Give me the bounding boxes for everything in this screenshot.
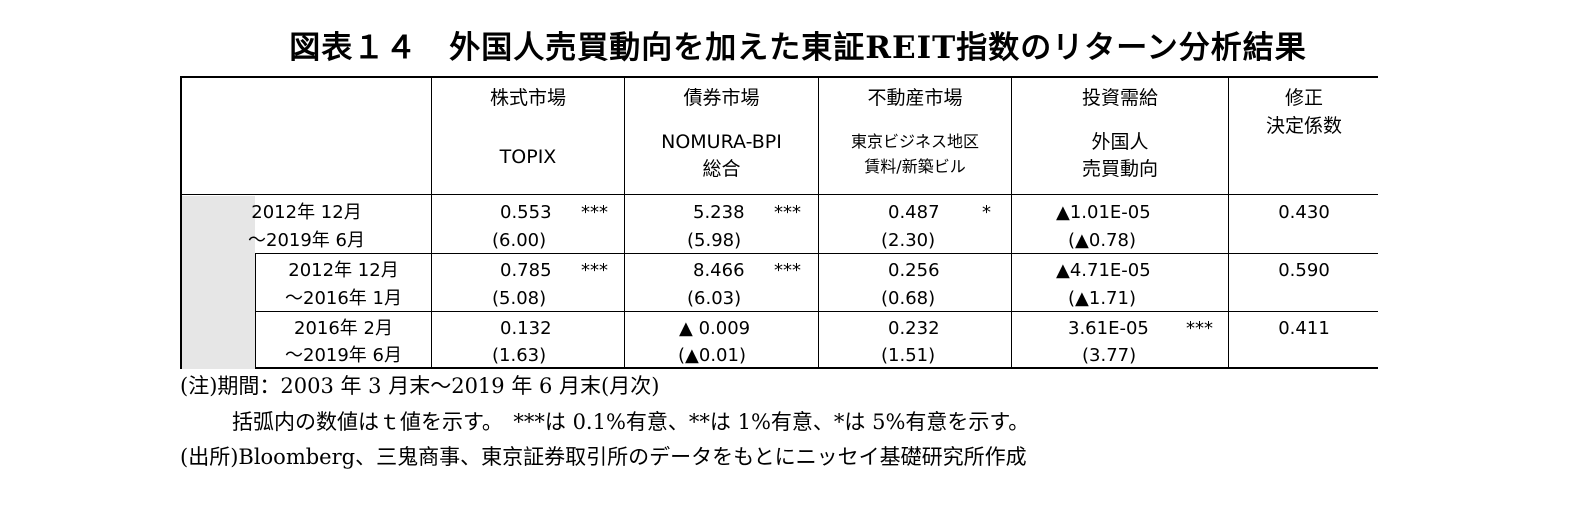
column-divider bbox=[431, 78, 432, 367]
column-divider bbox=[1228, 78, 1229, 367]
topix-value: 0.132 bbox=[500, 318, 552, 339]
row-period-line2: ～2019年 6月 bbox=[248, 230, 365, 251]
subperiod-divider bbox=[255, 254, 256, 367]
bond-t-value: (6.03) bbox=[687, 288, 742, 309]
header-foreign-line1: 投資需給 bbox=[1081, 87, 1158, 109]
header-bond-line1: 債券市場 bbox=[683, 87, 760, 109]
bond-significance: *** bbox=[774, 202, 801, 223]
realestate-value: 0.487 bbox=[888, 202, 940, 223]
realestate-value: 0.232 bbox=[888, 318, 940, 339]
bond-t-value: (5.98) bbox=[687, 230, 742, 251]
bond-t-value: (▲0.01) bbox=[678, 345, 746, 366]
row-period-line1: 2016年 2月 bbox=[294, 318, 393, 339]
topix-t-value: (5.08) bbox=[492, 288, 547, 309]
header-realestate-line2: 東京ビジネス地区 bbox=[850, 132, 979, 151]
column-divider bbox=[818, 78, 819, 367]
topix-significance: *** bbox=[581, 202, 608, 223]
foreign-t-value: (▲1.71) bbox=[1068, 288, 1136, 309]
realestate-t-value: (2.30) bbox=[881, 230, 936, 251]
period-label-shading bbox=[182, 196, 255, 369]
page-title: 図表１４ 外国人売買動向を加えた東証REIT指数のリターン分析結果 bbox=[289, 30, 1307, 66]
header-bond-line2: NOMURA-BPI bbox=[661, 131, 782, 153]
column-divider bbox=[1011, 78, 1012, 367]
header-topix-line1: 株式市場 bbox=[489, 87, 566, 109]
bond-value: 8.466 bbox=[693, 260, 745, 281]
topix-t-value: (6.00) bbox=[492, 230, 547, 251]
header-realestate-line1: 不動産市場 bbox=[867, 87, 963, 109]
foreign-value: ▲4.71E-05 bbox=[1056, 260, 1151, 281]
adj-r2-value: 0.430 bbox=[1278, 202, 1330, 223]
topix-t-value: (1.63) bbox=[492, 345, 547, 366]
realestate-significance: * bbox=[982, 202, 991, 223]
row-divider bbox=[255, 311, 1378, 312]
header-r2-line2: 決定係数 bbox=[1265, 115, 1342, 137]
note-source: (出所)Bloomberg、三鬼商事、東京証券取引所のデータをもとにニッセイ基礎… bbox=[180, 445, 1027, 469]
topix-value: 0.785 bbox=[500, 260, 552, 281]
note-period: (注)期間：2003 年 3 月末～2019 年 6 月末(月次) bbox=[180, 374, 660, 398]
realestate-t-value: (1.51) bbox=[881, 345, 936, 366]
row-period-line2: ～2019年 6月 bbox=[285, 345, 402, 366]
bond-value: 5.238 bbox=[693, 202, 745, 223]
row-period-line1: 2012年 12月 bbox=[251, 202, 362, 223]
header-bond-line3: 総合 bbox=[702, 158, 741, 180]
foreign-t-value: (3.77) bbox=[1082, 345, 1137, 366]
header-realestate-line3: 賃料/新築ビル bbox=[864, 157, 966, 176]
header-topix-line2: TOPIX bbox=[499, 146, 557, 168]
realestate-t-value: (0.68) bbox=[881, 288, 936, 309]
row-period-line2: ～2016年 1月 bbox=[285, 288, 402, 309]
column-divider bbox=[624, 78, 625, 367]
results-table: 株式市場 TOPIX 債券市場 NOMURA-BPI 総合 不動産市場 東京ビジ… bbox=[180, 76, 1378, 369]
note-significance: 括弧内の数値はｔ値を示す。 ***は 0.1%有意、**は 1%有意、*は 5%… bbox=[232, 410, 1030, 434]
header-r2-line1: 修正 bbox=[1284, 87, 1323, 109]
foreign-t-value: (▲0.78) bbox=[1068, 230, 1136, 251]
foreign-value: ▲1.01E-05 bbox=[1056, 202, 1151, 223]
row-period-line1: 2012年 12月 bbox=[288, 260, 399, 281]
header-divider bbox=[182, 194, 1378, 195]
foreign-value: 3.61E-05 bbox=[1068, 318, 1149, 339]
header-foreign-line3: 売買動向 bbox=[1081, 158, 1158, 180]
bond-value: ▲ 0.009 bbox=[679, 318, 751, 339]
bond-significance: *** bbox=[774, 260, 801, 281]
realestate-value: 0.256 bbox=[888, 260, 940, 281]
topix-significance: *** bbox=[581, 260, 608, 281]
foreign-significance: *** bbox=[1186, 318, 1213, 339]
adj-r2-value: 0.411 bbox=[1278, 318, 1330, 339]
row-divider bbox=[255, 253, 1378, 254]
header-foreign-line2: 外国人 bbox=[1091, 131, 1149, 153]
topix-value: 0.553 bbox=[500, 202, 552, 223]
adj-r2-value: 0.590 bbox=[1278, 260, 1330, 281]
